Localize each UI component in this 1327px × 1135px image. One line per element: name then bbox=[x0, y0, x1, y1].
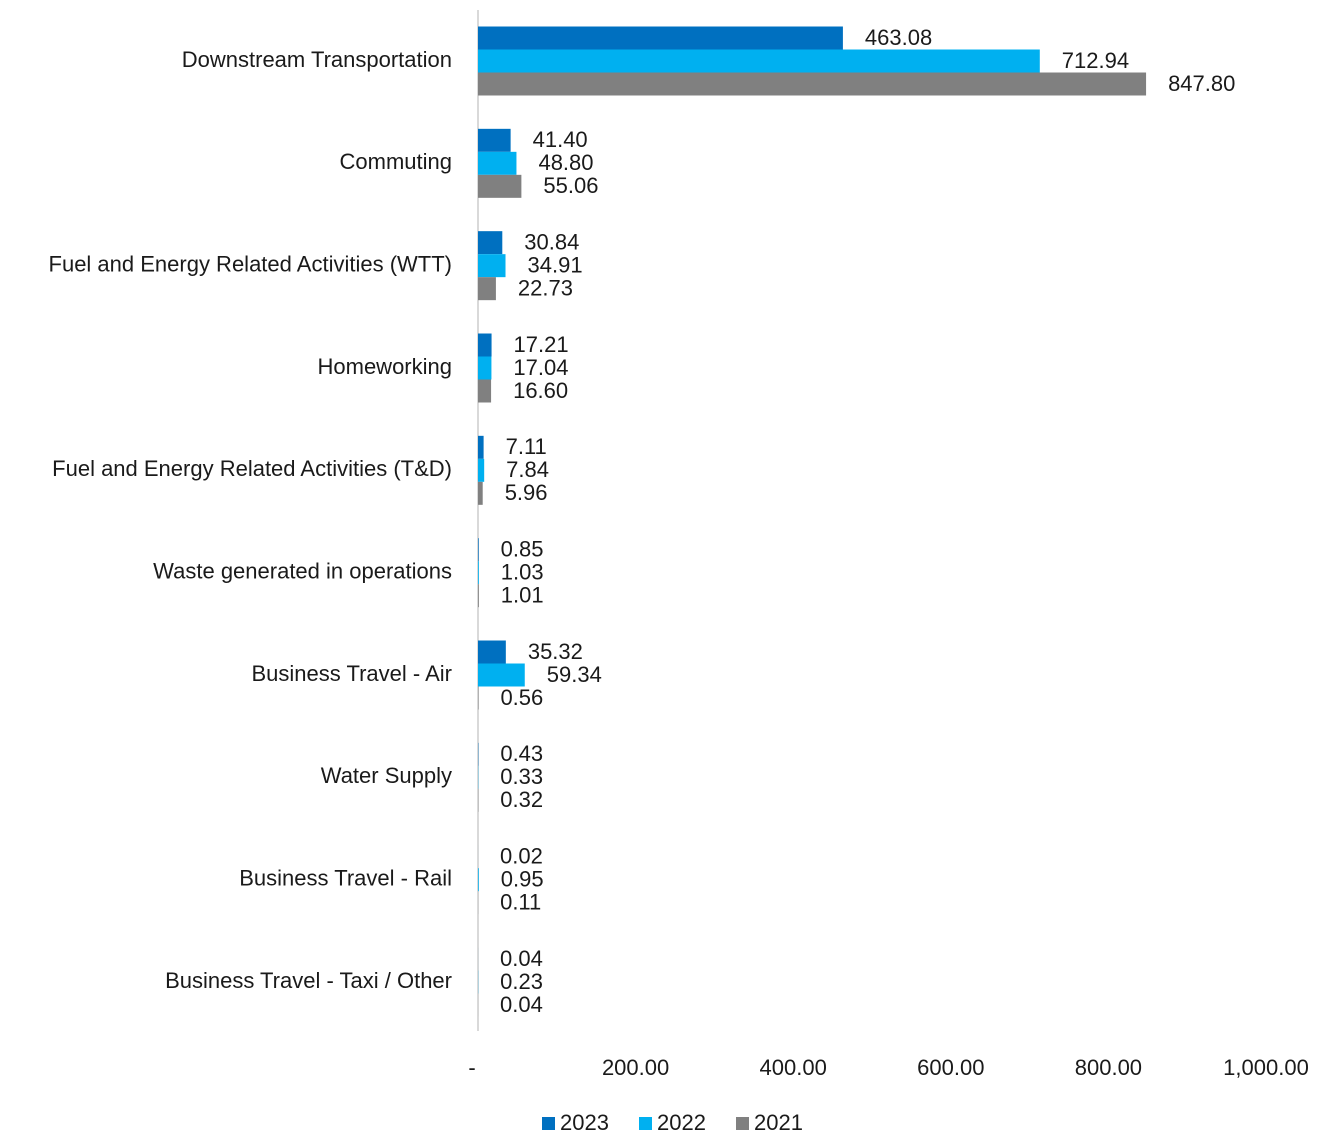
bar bbox=[478, 481, 483, 505]
y-tick-label: Business Travel - Air bbox=[251, 661, 452, 686]
value-label: 0.32 bbox=[500, 787, 543, 812]
legend-swatch bbox=[639, 1117, 652, 1130]
bar bbox=[478, 640, 506, 664]
value-label: 17.04 bbox=[513, 355, 568, 380]
bar bbox=[478, 868, 479, 892]
value-label: 41.40 bbox=[533, 127, 588, 152]
value-label: 17.21 bbox=[514, 332, 569, 357]
y-tick-label: Fuel and Energy Related Activities (T&D) bbox=[52, 456, 452, 481]
legend-swatch bbox=[542, 1117, 555, 1130]
y-tick-label: Water Supply bbox=[321, 763, 452, 788]
bar bbox=[478, 72, 1147, 96]
value-label: 1.03 bbox=[501, 559, 544, 584]
bar bbox=[478, 151, 517, 175]
x-tick-label: 400.00 bbox=[760, 1055, 827, 1080]
value-label: 1.01 bbox=[501, 582, 544, 607]
value-label: 35.32 bbox=[528, 639, 583, 664]
bar bbox=[478, 356, 492, 380]
value-label: 30.84 bbox=[524, 229, 579, 254]
value-label: 0.43 bbox=[500, 741, 543, 766]
bar bbox=[478, 333, 492, 357]
bar bbox=[478, 49, 1040, 73]
value-label: 712.94 bbox=[1062, 48, 1129, 73]
value-label: 0.23 bbox=[500, 969, 543, 994]
value-label: 847.80 bbox=[1168, 71, 1235, 96]
value-label: 55.06 bbox=[543, 173, 598, 198]
legend-label: 2021 bbox=[754, 1110, 803, 1135]
bar bbox=[478, 538, 479, 562]
bar bbox=[478, 254, 506, 278]
bar bbox=[478, 663, 525, 687]
value-label: 0.04 bbox=[500, 946, 543, 971]
value-label: 0.33 bbox=[500, 764, 543, 789]
y-tick-label: Fuel and Energy Related Activities (WTT) bbox=[49, 251, 452, 276]
value-label: 48.80 bbox=[538, 150, 593, 175]
x-tick-label: - bbox=[468, 1055, 475, 1080]
value-label: 34.91 bbox=[528, 252, 583, 277]
bar bbox=[478, 231, 503, 255]
y-tick-label: Homeworking bbox=[318, 354, 453, 379]
bar bbox=[478, 458, 485, 482]
value-label: 22.73 bbox=[518, 275, 573, 300]
x-tick-label: 200.00 bbox=[602, 1055, 669, 1080]
legend-swatch bbox=[736, 1117, 749, 1130]
value-label: 0.11 bbox=[500, 889, 541, 914]
bar bbox=[478, 435, 484, 459]
y-tick-label: Waste generated in operations bbox=[153, 558, 452, 583]
legend-label: 2023 bbox=[560, 1110, 609, 1135]
x-tick-label: 800.00 bbox=[1075, 1055, 1142, 1080]
value-label: 0.04 bbox=[500, 992, 543, 1017]
value-label: 0.02 bbox=[500, 843, 543, 868]
bar bbox=[478, 584, 479, 608]
y-tick-label: Business Travel - Rail bbox=[239, 865, 452, 890]
value-label: 0.85 bbox=[501, 536, 544, 561]
value-label: 59.34 bbox=[547, 662, 602, 687]
value-label: 0.56 bbox=[500, 685, 543, 710]
y-tick-label: Business Travel - Taxi / Other bbox=[165, 968, 452, 993]
bar bbox=[478, 174, 522, 198]
bar bbox=[478, 561, 479, 585]
bar bbox=[478, 128, 511, 152]
value-label: 0.95 bbox=[501, 866, 544, 891]
x-tick-label: 600.00 bbox=[917, 1055, 984, 1080]
value-label: 463.08 bbox=[865, 25, 932, 50]
y-tick-label: Commuting bbox=[340, 149, 452, 174]
legend-label: 2022 bbox=[657, 1110, 706, 1135]
value-label: 16.60 bbox=[513, 378, 568, 403]
x-tick-label: 1,000.00 bbox=[1223, 1055, 1309, 1080]
value-label: 7.84 bbox=[506, 457, 549, 482]
value-label: 7.11 bbox=[506, 434, 547, 459]
value-label: 5.96 bbox=[505, 480, 548, 505]
bar bbox=[478, 277, 496, 301]
bar bbox=[478, 26, 843, 50]
y-tick-label: Downstream Transportation bbox=[182, 47, 452, 72]
bar bbox=[478, 379, 492, 403]
